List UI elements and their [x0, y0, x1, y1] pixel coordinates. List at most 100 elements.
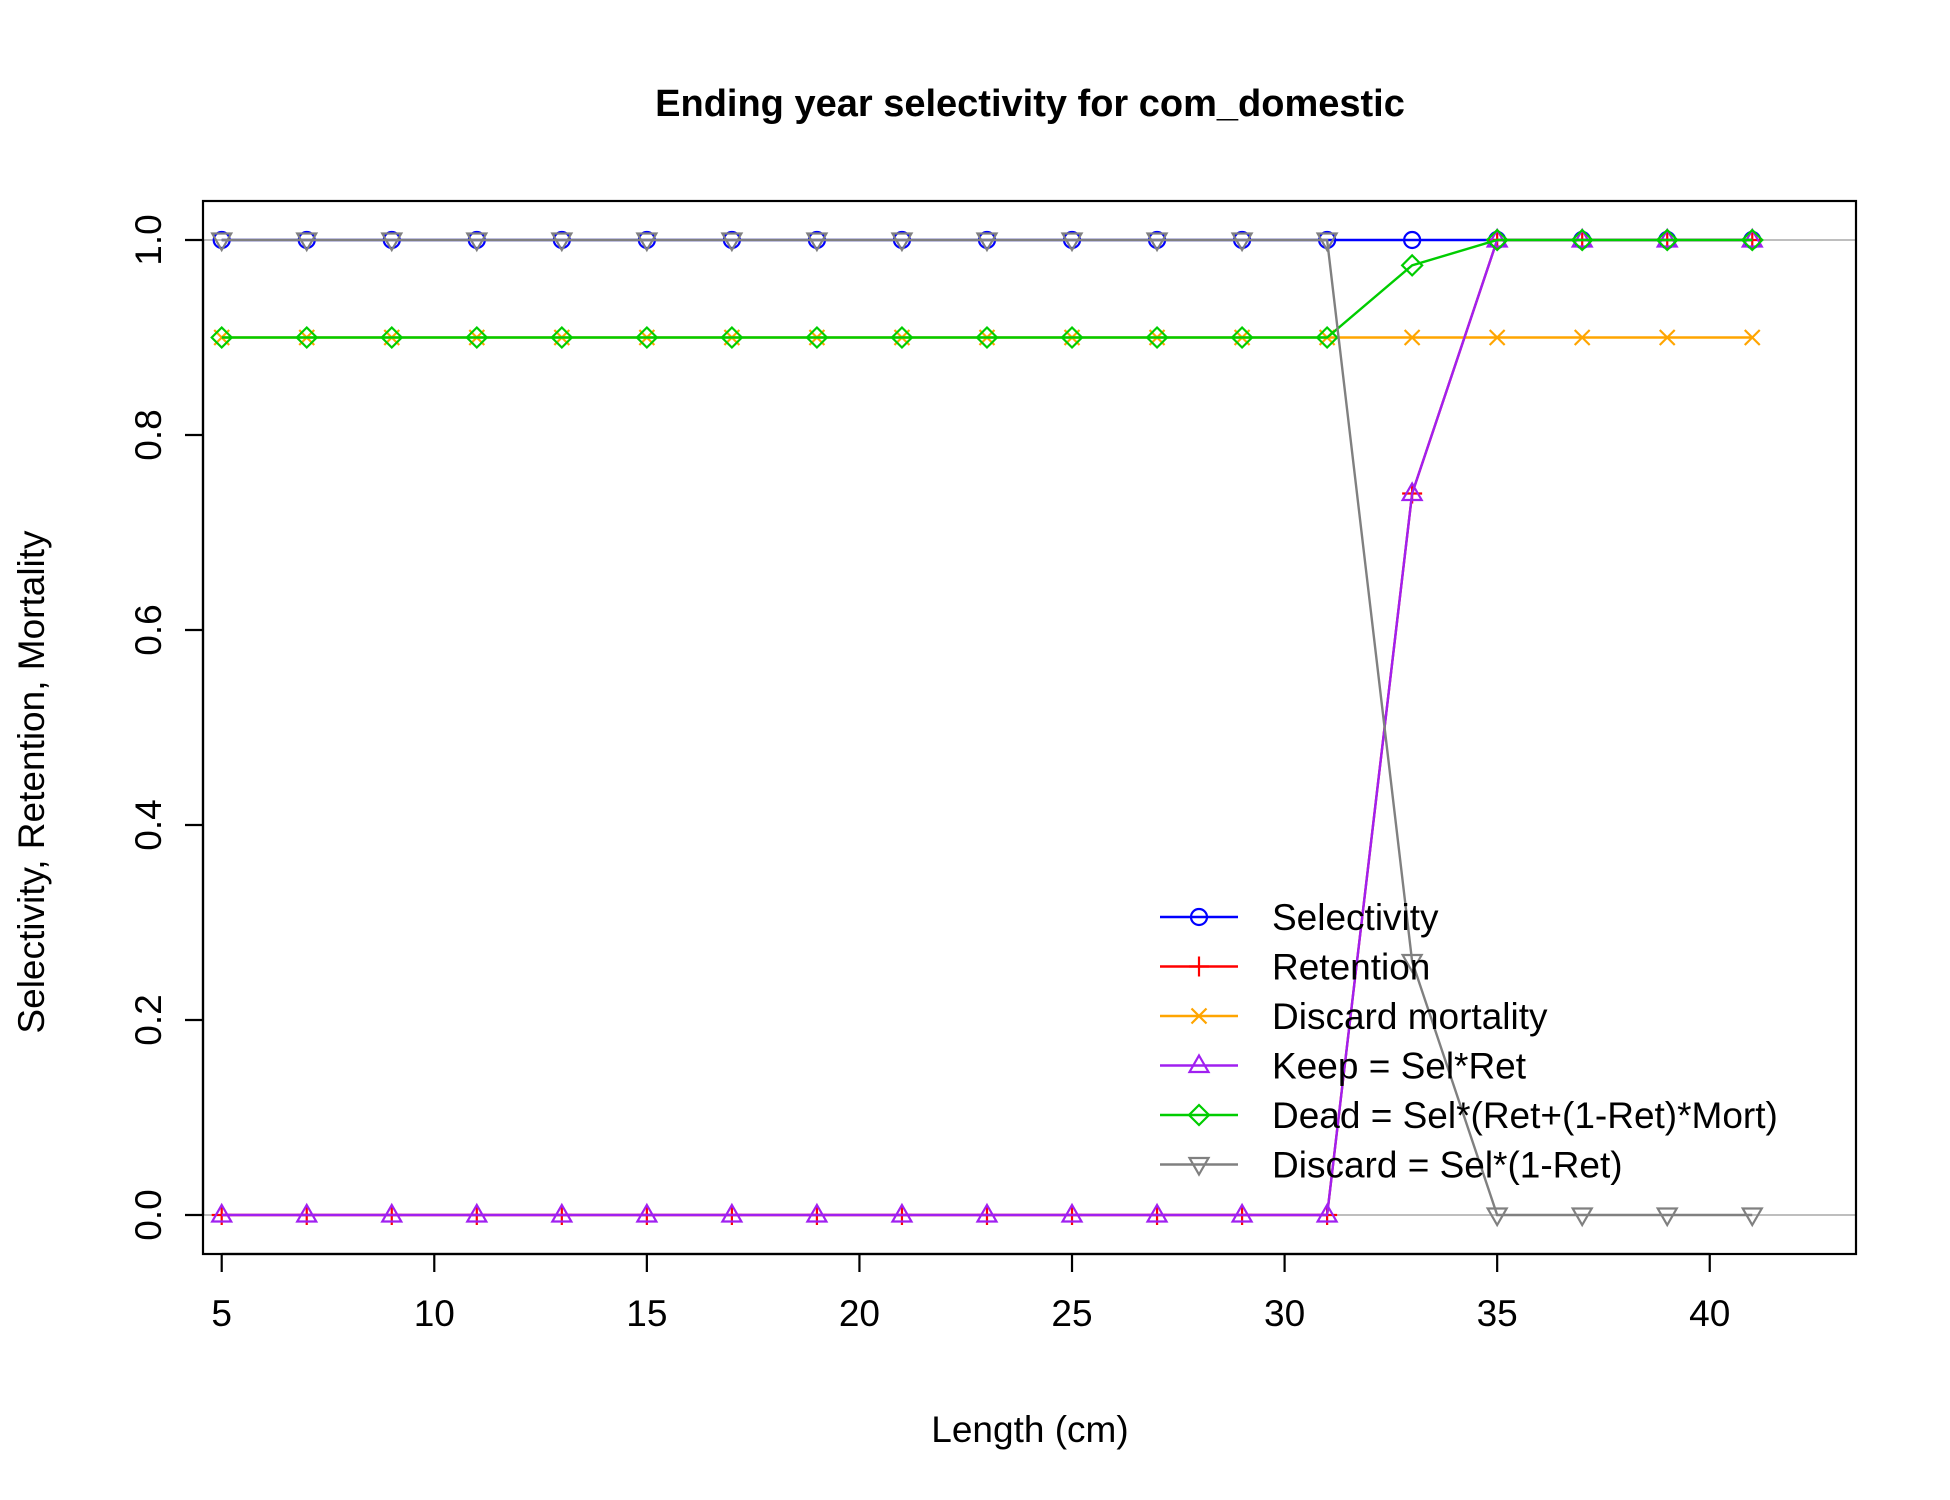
x-tick-label: 10	[414, 1293, 455, 1334]
data-point	[1403, 329, 1421, 346]
legend-label: Retention	[1272, 947, 1430, 988]
legend-label: Keep = Sel*Ret	[1272, 1046, 1527, 1087]
series-line	[221, 238, 1753, 1217]
x-tick-label: 30	[1264, 1293, 1305, 1334]
y-axis: 0.0 0.2 0.4 0.6 0.8 1.0	[128, 214, 205, 1241]
data-point	[1740, 227, 1764, 248]
legend-label: Discard mortality	[1272, 996, 1548, 1037]
series-layer	[210, 227, 1764, 1228]
data-point	[550, 232, 574, 253]
data-point	[805, 1202, 829, 1223]
data-point	[1400, 253, 1424, 277]
data-point	[635, 325, 659, 350]
data-point	[1315, 1202, 1339, 1223]
data-point	[550, 1202, 574, 1223]
data-point	[975, 1202, 999, 1223]
data-point	[1570, 228, 1594, 252]
data-point	[1573, 329, 1591, 346]
data-point	[1403, 230, 1422, 250]
data-point	[1485, 227, 1509, 248]
data-point	[1060, 325, 1084, 350]
data-point	[210, 1202, 234, 1223]
x-tick-label: 35	[1477, 1293, 1518, 1334]
data-point	[465, 1202, 489, 1223]
y-tick-label: 0.4	[128, 799, 169, 850]
legend-marker	[1187, 1103, 1211, 1127]
x-axis: 5 10 15 20 25 30 35 40	[211, 1252, 1730, 1334]
data-point	[380, 325, 404, 350]
data-point	[210, 232, 234, 253]
data-point	[1315, 325, 1339, 350]
data-point	[1400, 481, 1424, 502]
y-tick-label: 1.0	[128, 214, 169, 265]
legend-marker	[1189, 956, 1209, 977]
data-point	[1743, 329, 1761, 346]
data-point	[805, 325, 829, 350]
data-point	[465, 232, 489, 253]
y-tick-label: 0.6	[128, 604, 169, 655]
series-group	[210, 228, 1764, 350]
data-point	[635, 1202, 659, 1223]
legend: Selectivity Retention Discard mortality Kee…	[1160, 897, 1778, 1186]
legend-marker	[1190, 1007, 1208, 1025]
data-point	[890, 1202, 914, 1223]
data-point	[1658, 329, 1676, 346]
data-point	[1060, 1202, 1084, 1223]
y-tick-label: 0.0	[128, 1189, 169, 1240]
data-point	[210, 325, 234, 350]
data-point	[1655, 227, 1679, 248]
legend-marker	[1187, 1156, 1211, 1177]
x-tick-label: 25	[1051, 1293, 1092, 1334]
data-point	[1315, 232, 1339, 253]
x-tick-label: 5	[211, 1293, 232, 1334]
data-point	[1570, 227, 1594, 248]
data-point	[1145, 325, 1169, 350]
legend-label: Discard = Sel*(1-Ret)	[1272, 1145, 1623, 1186]
data-point	[1570, 1207, 1594, 1228]
data-point	[1145, 232, 1169, 253]
data-point	[1655, 228, 1679, 252]
y-tick-label: 0.2	[128, 994, 169, 1045]
x-axis-label: Length (cm)	[931, 1409, 1128, 1450]
data-point	[975, 232, 999, 253]
data-point	[295, 1202, 319, 1223]
data-point	[890, 325, 914, 350]
data-point	[1145, 1202, 1169, 1223]
series-line	[221, 238, 1753, 339]
x-tick-label: 40	[1689, 1293, 1730, 1334]
data-point	[1740, 1207, 1764, 1228]
data-point	[805, 232, 829, 253]
data-point	[1488, 329, 1506, 346]
data-point	[1230, 232, 1254, 253]
data-point	[890, 232, 914, 253]
chart-title: Ending year selectivity for com_domestic	[655, 83, 1405, 125]
data-point	[1740, 228, 1764, 252]
x-tick-label: 15	[626, 1293, 667, 1334]
data-point	[380, 232, 404, 253]
legend-label: Selectivity	[1272, 897, 1439, 938]
data-point	[550, 325, 574, 350]
data-point	[1060, 232, 1084, 253]
legend-label: Dead = Sel*(Ret+(1-Ret)*Mort)	[1272, 1095, 1778, 1136]
data-point	[1485, 1207, 1509, 1228]
data-point	[1230, 325, 1254, 350]
data-point	[380, 1202, 404, 1223]
data-point	[975, 325, 999, 350]
data-point	[635, 232, 659, 253]
data-point	[720, 1202, 744, 1223]
series-group	[210, 232, 1764, 1228]
data-point	[295, 232, 319, 253]
legend-marker	[1187, 1053, 1211, 1074]
y-axis-label: Selectivity, Retention, Mortality	[11, 530, 52, 1034]
data-point	[1655, 1207, 1679, 1228]
y-tick-label: 0.8	[128, 409, 169, 460]
data-point	[1400, 953, 1424, 974]
x-tick-label: 20	[839, 1293, 880, 1334]
data-point	[1485, 228, 1509, 252]
data-point	[720, 325, 744, 350]
data-point	[465, 325, 489, 350]
data-point	[720, 232, 744, 253]
data-point	[295, 325, 319, 350]
